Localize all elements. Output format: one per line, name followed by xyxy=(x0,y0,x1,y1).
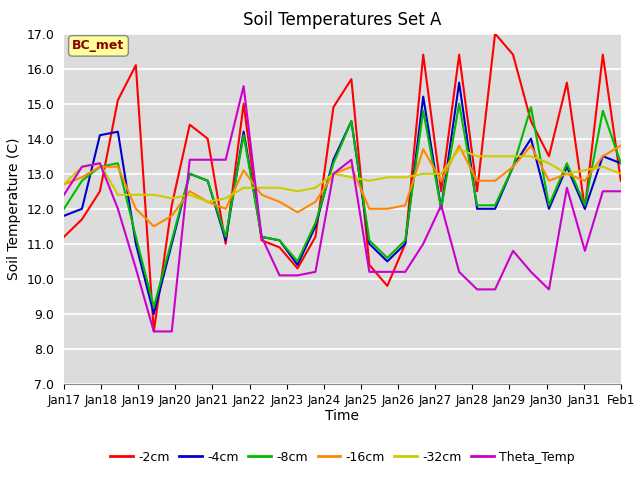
Legend: -2cm, -4cm, -8cm, -16cm, -32cm, Theta_Temp: -2cm, -4cm, -8cm, -16cm, -32cm, Theta_Te… xyxy=(106,446,579,469)
Text: BC_met: BC_met xyxy=(72,39,125,52)
Y-axis label: Soil Temperature (C): Soil Temperature (C) xyxy=(7,138,21,280)
X-axis label: Time: Time xyxy=(325,409,360,423)
Title: Soil Temperatures Set A: Soil Temperatures Set A xyxy=(243,11,442,29)
